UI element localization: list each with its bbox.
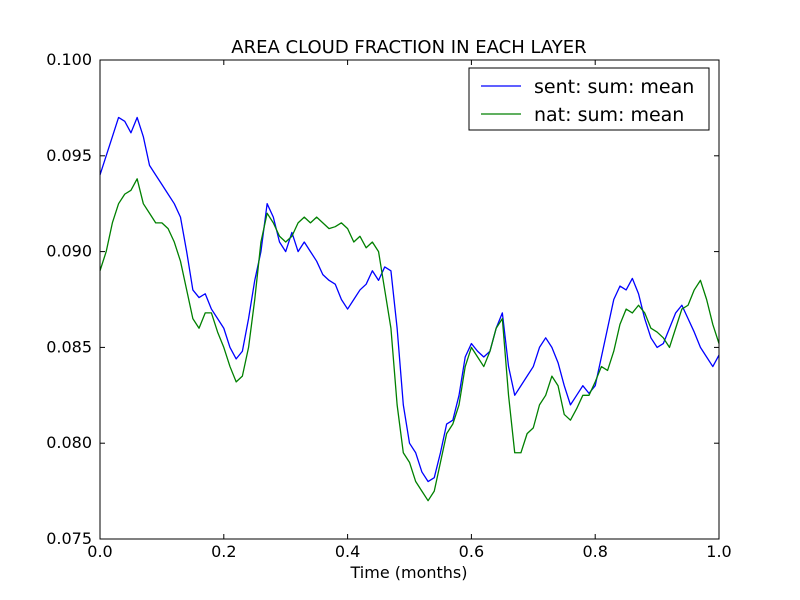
y-tick-label: 0.080 [46, 433, 92, 452]
series-line-nat [99, 178, 720, 502]
series-line-sent [99, 116, 720, 483]
x-tick-label: 0.8 [582, 542, 607, 561]
x-tick-label: 0.4 [335, 542, 360, 561]
y-tick-label: 0.090 [46, 242, 92, 261]
chart-title: AREA CLOUD FRACTION IN EACH LAYER [231, 37, 586, 58]
legend-box [468, 67, 710, 131]
legend: sent: sum: mean nat: sum: mean [468, 67, 710, 131]
x-tick-label: 1.0 [706, 542, 731, 561]
y-tick-label: 0.075 [46, 529, 92, 548]
plot-frame [99, 59, 720, 540]
x-tick-label: 0.0 [87, 542, 112, 561]
y-tick-label: 0.095 [46, 146, 92, 165]
tick-layer: 0.0 0.2 0.4 0.6 0.8 1.0 0.075 0.080 0.085 0.090 0.… [46, 50, 732, 561]
series-layer [99, 116, 720, 502]
y-tick-label: 0.100 [46, 50, 92, 69]
x-axis-title: Time (months) [350, 563, 468, 582]
y-tick-label: 0.085 [46, 337, 92, 356]
legend-label-nat: nat: sum: mean [534, 104, 684, 126]
x-tick-label: 0.6 [459, 542, 484, 561]
legend-label-sent: sent: sum: mean [534, 76, 694, 98]
x-tick-label: 0.2 [211, 542, 236, 561]
